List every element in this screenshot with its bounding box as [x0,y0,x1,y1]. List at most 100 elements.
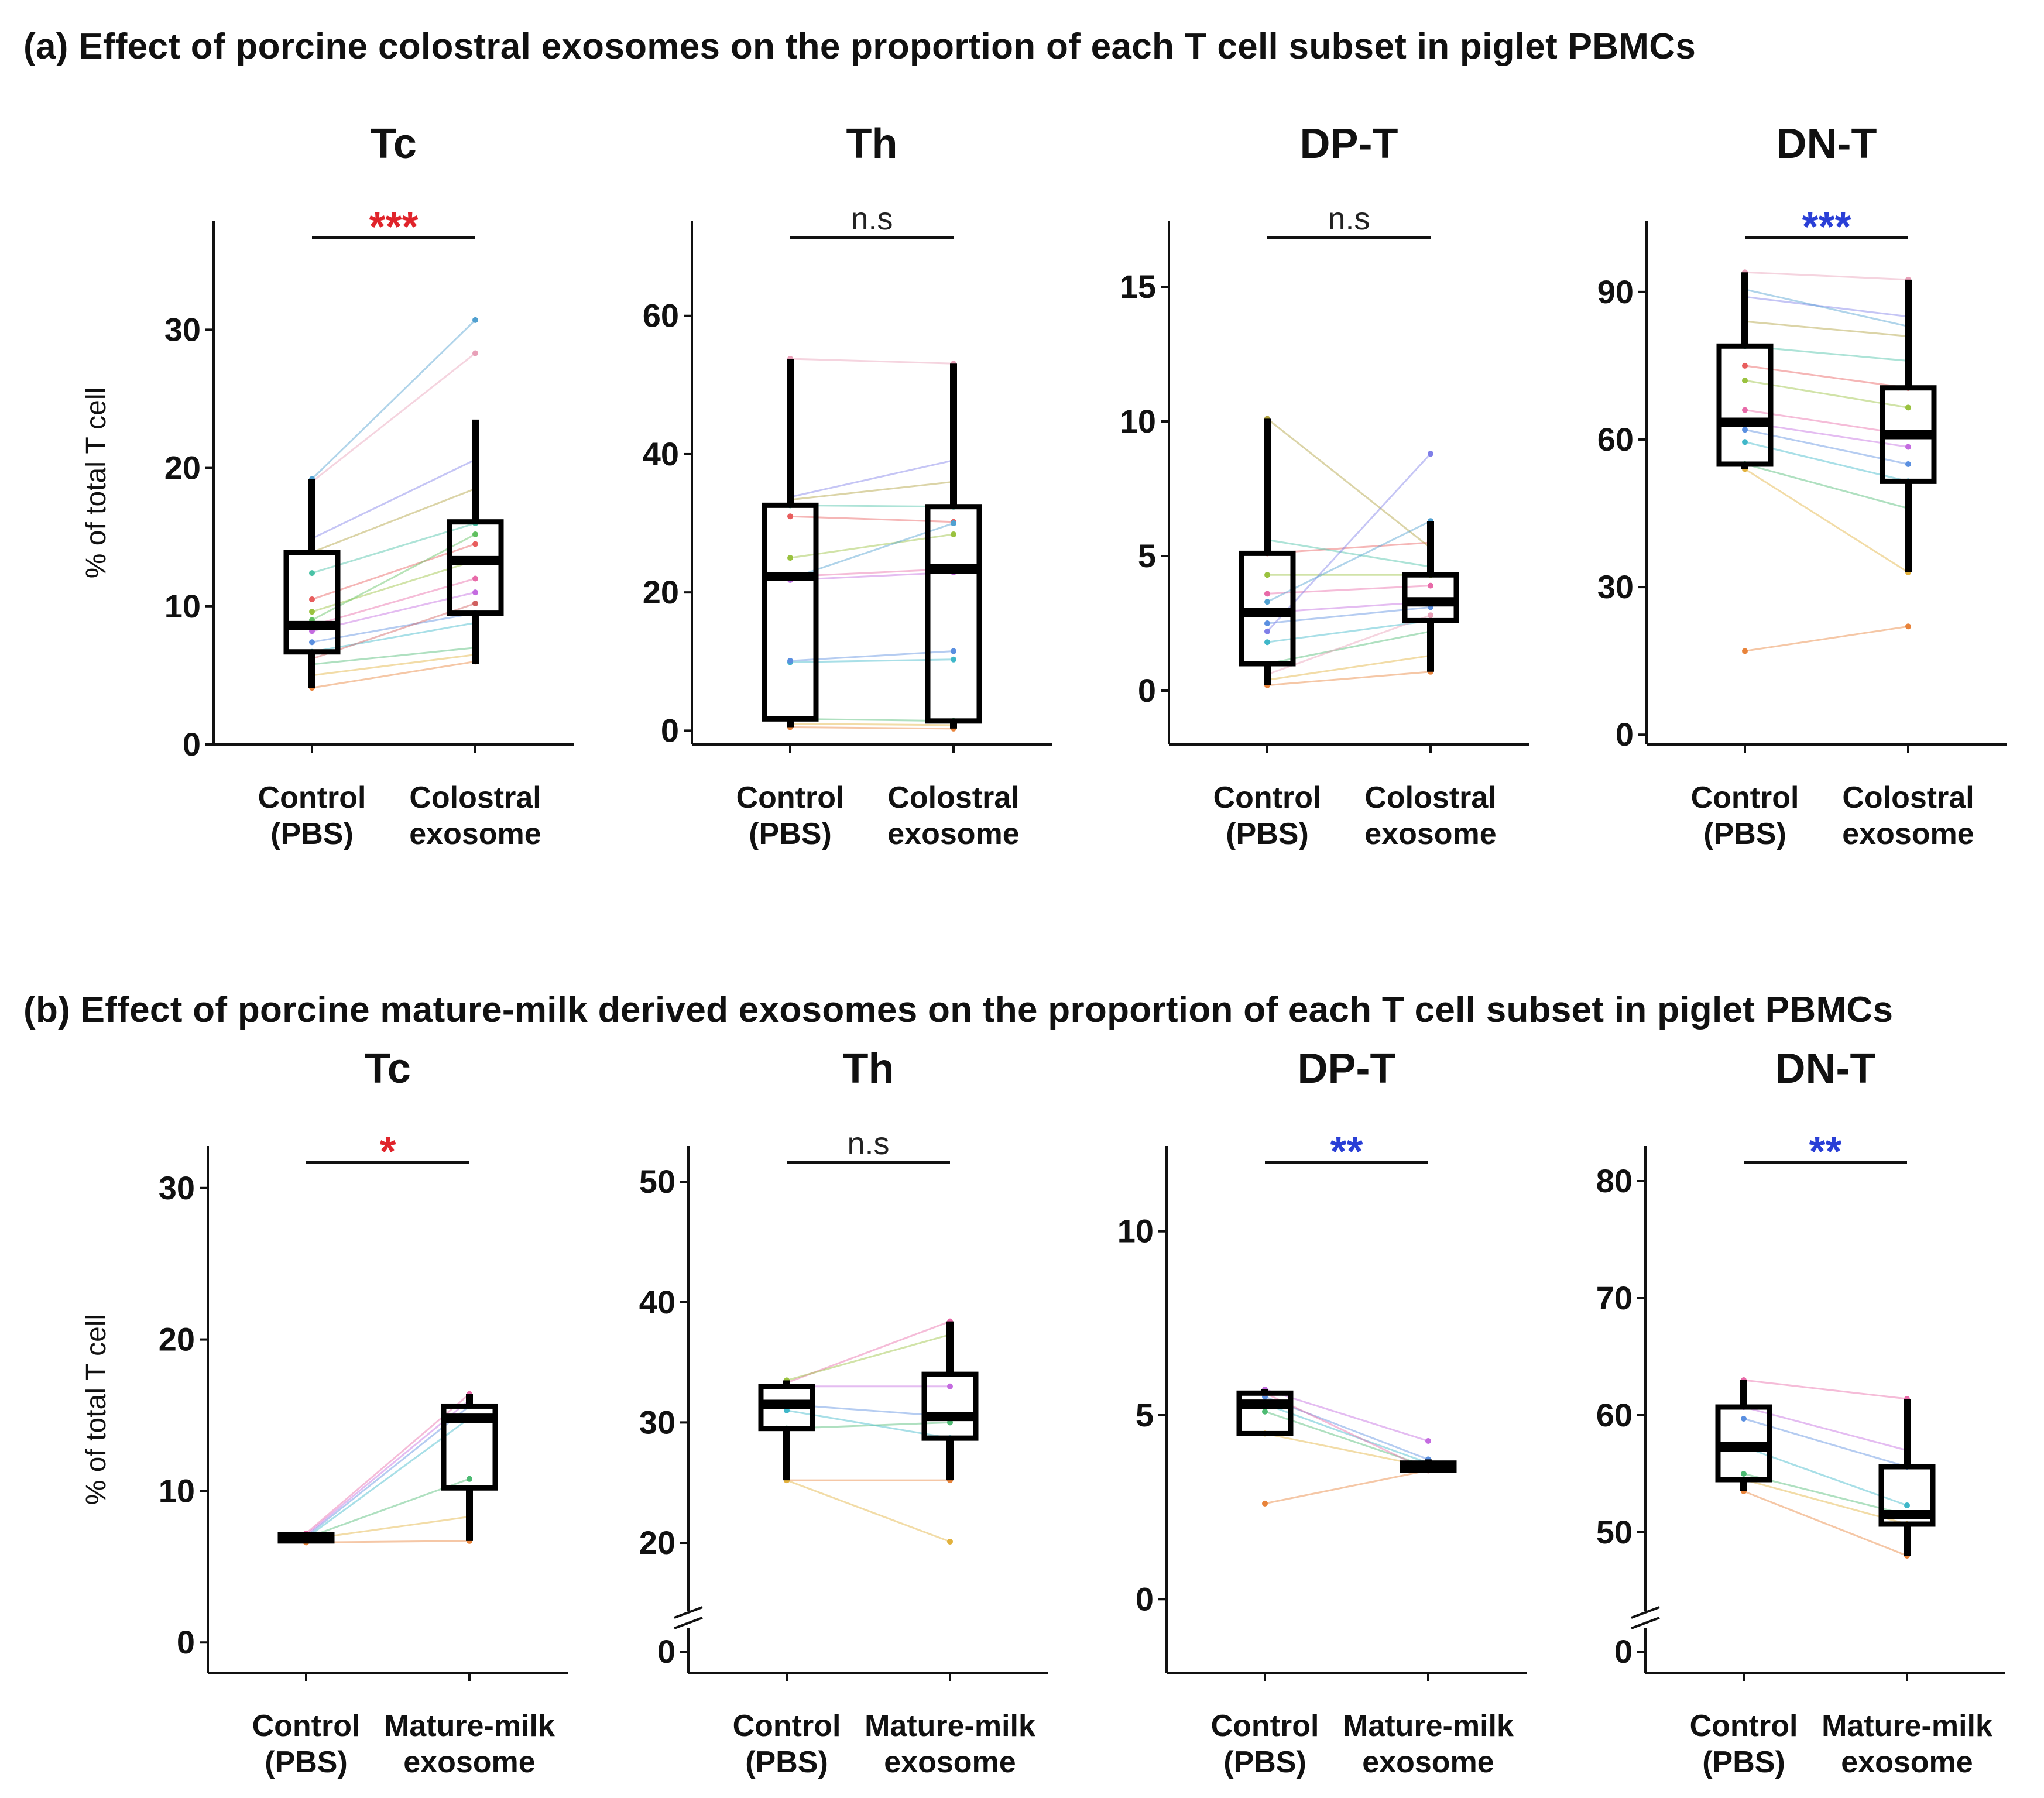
y-tick-label: 40 [639,1284,675,1320]
x-label-line: Control [1211,1709,1319,1743]
y-tick-label: 0 [183,726,201,763]
y-tick-label: 0 [1136,1580,1154,1617]
y-tick-label: 0 [1138,672,1156,709]
control-point [1264,639,1270,646]
x-label-line: Control [733,1709,841,1743]
y-tick-label: 0 [177,1624,195,1660]
pair-line [1267,671,1431,687]
pair-line [311,647,476,665]
chart-title: DN-T [1777,121,1877,167]
treatment-point [951,656,956,663]
y-tick-label: 10 [1120,403,1156,440]
y-tick-label: 90 [1597,273,1634,310]
treatment-point [472,350,478,356]
treatment-point [467,1476,472,1482]
y-tick-label: 40 [643,435,679,472]
x-label-line: exosome [1841,1745,1973,1779]
y-axis-label: % of total T cell [81,387,112,578]
pair-line [1264,1469,1429,1505]
x-category-label: Control (PBS) [1691,781,1799,851]
y-tick-label: 20 [164,450,201,486]
x-category-label: Mature-milk exosome [1343,1709,1514,1779]
box-iqr [1878,1464,1936,1527]
control-point [309,596,315,602]
y-tick-label: 0 [1614,1633,1633,1670]
chart-title: Tc [371,121,417,167]
control-point [1264,628,1270,634]
pair-line [1267,418,1431,549]
x-category-label: Mature-milk exosome [1822,1709,1992,1779]
control-point [1741,1416,1747,1422]
y-tick-label: 5 [1138,537,1156,574]
significance-label: n.s [850,201,893,236]
y-tick-label: 15 [1120,268,1156,305]
chart-title: DP-T [1298,1045,1396,1092]
box-iqr [283,550,341,655]
pair-line [790,481,954,501]
significance-label: ** [1809,1128,1841,1175]
control-point [787,658,793,664]
x-label-line: exosome [1362,1745,1494,1779]
y-tick-label: 20 [643,574,679,610]
x-label-line: Control [252,1709,361,1743]
treatment-point [1428,612,1433,619]
x-label-line: Mature-milk [865,1709,1035,1743]
treatment-point [947,1383,953,1389]
control-point [787,555,793,561]
x-label-line: Control [1691,781,1799,815]
treatment-point [472,575,478,582]
y-tick-label: 10 [159,1472,195,1509]
x-label-line: Control [1213,781,1322,815]
treatment-point [1425,1438,1431,1444]
box-iqr [762,502,819,722]
treatment-point [947,1538,953,1545]
x-label-line: (PBS) [1226,817,1309,851]
pair-line [311,488,476,554]
y-tick-label: 20 [159,1321,195,1358]
y-tick-label: 80 [1596,1162,1633,1199]
x-category-label: Control (PBS) [736,781,845,851]
significance-label: ** [1330,1128,1363,1175]
control-point [1742,427,1748,433]
treatment-point [472,541,478,547]
axis-break-mark [674,1606,703,1619]
box-iqr [925,504,982,724]
pair-line [1744,468,1909,574]
pair-line [790,358,954,365]
x-label-line: exosome [409,817,541,851]
treatment-point [1905,623,1911,630]
y-axis-label: % of total T cell [81,1314,112,1505]
x-label-line: exosome [887,817,1019,851]
significance-label: n.s [1328,201,1370,236]
x-label-line: Colostral [1364,781,1496,815]
significance-label: *** [369,204,418,251]
x-category-label: Control (PBS) [1690,1709,1798,1779]
x-label-line: Control [1690,1709,1798,1743]
control-point [1742,378,1748,384]
pair-line [311,459,476,540]
control-point [1264,599,1270,605]
chart-title: Tc [365,1045,411,1092]
pair-line [790,726,954,730]
chart-b-th: Th 0 20 30 40 50 Control (PBS) Mature-milk exosom… [639,1045,1048,1779]
axis-break-mark [1631,1617,1660,1629]
y-tick-label: 30 [159,1169,195,1206]
x-label-line: Mature-milk [384,1709,555,1743]
treatment-point [472,601,478,607]
chart-b-tc: Tc 0 10 20 30 Control (PBS) Mature-milk exosome%… [81,1045,568,1779]
y-tick-label: 0 [661,712,679,749]
x-label-line: Colostral [1842,781,1974,815]
chart-title: DN-T [1775,1045,1876,1092]
pair-line [1743,1490,1908,1557]
x-label-line: (PBS) [749,817,832,851]
y-tick-label: 20 [639,1524,675,1561]
x-label-line: Mature-milk [1343,1709,1514,1743]
control-point [1262,1408,1268,1415]
pair-line [1744,271,1909,281]
box-iqr [441,1403,498,1491]
x-category-label: Colostral exosome [1842,781,1974,851]
treatment-point [951,531,956,537]
x-category-label: Control (PBS) [733,1709,841,1779]
pair-line [1267,538,1431,568]
